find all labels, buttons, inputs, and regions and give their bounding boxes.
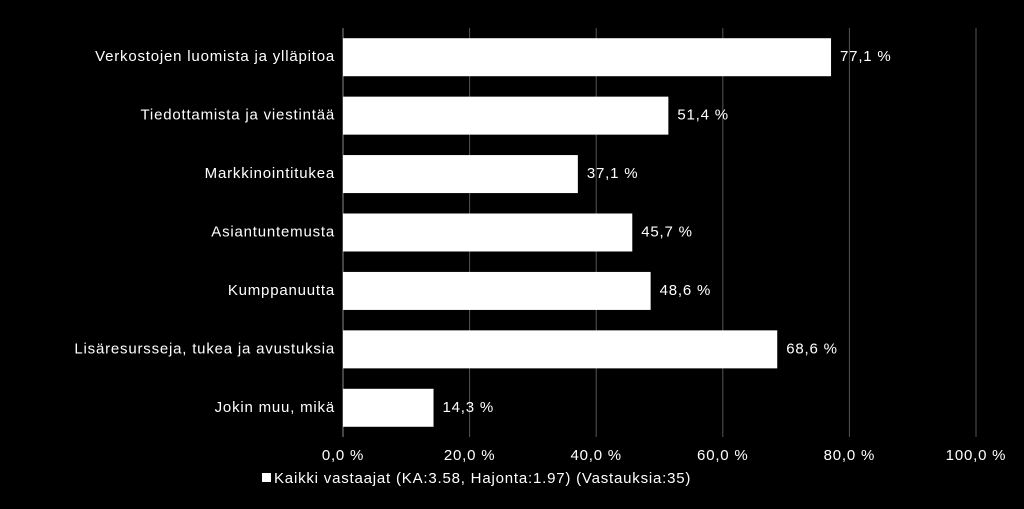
bar xyxy=(343,388,434,427)
y-tick-label: Tiedottamista ja viestintää xyxy=(141,107,335,124)
x-tick-label: 100,0 % xyxy=(946,447,1007,464)
y-tick-label: Verkostojen luomista ja ylläpitoa xyxy=(95,48,335,65)
data-label: 51,4 % xyxy=(677,107,729,124)
y-tick-label: Asiantuntemusta xyxy=(211,223,335,240)
data-label: 48,6 % xyxy=(660,282,712,299)
y-tick-label: Kumppanuutta xyxy=(228,282,335,299)
legend-label: Kaikki vastaajat (KA:3.58, Hajonta:1.97)… xyxy=(274,470,691,487)
bar xyxy=(343,271,651,310)
x-tick-label: 60,0 % xyxy=(697,447,749,464)
x-tick-label: 0,0 % xyxy=(322,447,364,464)
y-tick-label: Markkinointitukea xyxy=(205,165,335,182)
data-label: 37,1 % xyxy=(587,165,639,182)
x-tick-label: 80,0 % xyxy=(824,447,876,464)
y-tick-label: Jokin muu, mikä xyxy=(215,399,335,416)
data-label: 45,7 % xyxy=(641,223,693,240)
data-label: 68,6 % xyxy=(786,340,838,357)
y-tick-label: Lisäresursseja, tukea ja avustuksia xyxy=(74,340,335,357)
bar xyxy=(343,38,832,77)
bar xyxy=(343,96,669,135)
x-tick-label: 20,0 % xyxy=(444,447,496,464)
bar xyxy=(343,155,578,194)
x-tick-label: 40,0 % xyxy=(570,447,622,464)
bar xyxy=(343,213,633,252)
data-label: 77,1 % xyxy=(840,48,892,65)
bar xyxy=(343,330,778,369)
legend-marker xyxy=(262,473,271,482)
data-label: 14,3 % xyxy=(443,399,495,416)
